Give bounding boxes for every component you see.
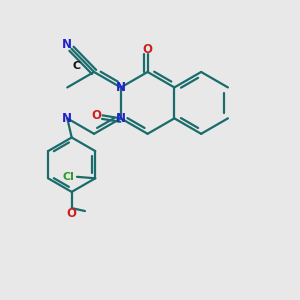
Text: N: N bbox=[62, 112, 72, 125]
Text: N: N bbox=[116, 112, 126, 125]
Text: O: O bbox=[67, 207, 77, 220]
Text: N: N bbox=[116, 81, 126, 94]
Text: C: C bbox=[73, 61, 81, 71]
Text: N: N bbox=[62, 38, 72, 51]
Text: O: O bbox=[91, 109, 101, 122]
Text: Cl: Cl bbox=[63, 172, 75, 182]
Text: O: O bbox=[142, 44, 153, 56]
